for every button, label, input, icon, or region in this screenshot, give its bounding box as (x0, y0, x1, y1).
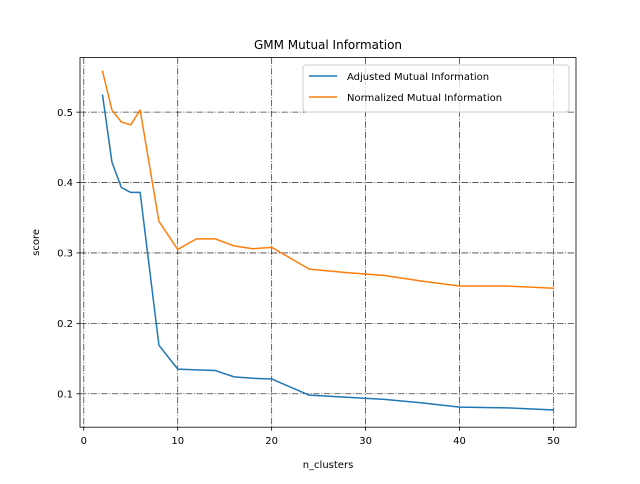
x-axis-ticks: 0 10 20 30 40 50 (81, 427, 560, 447)
legend: Adjusted Mutual Information Normalized M… (302, 64, 570, 113)
x-tick-label: 20 (265, 436, 278, 447)
y-tick-label: 0.4 (57, 178, 73, 189)
chart-title: GMM Mutual Information (254, 38, 402, 52)
series-line-adjusted-mutual-information (101, 94, 555, 411)
legend-label-adjusted: Adjusted Mutual Information (347, 72, 489, 83)
plot-area (80, 57, 576, 428)
y-tick-label: 0.5 (57, 108, 73, 119)
x-tick-label: 10 (171, 436, 184, 447)
y-tick-label: 0.1 (57, 389, 73, 400)
y-tick-label: 0.2 (57, 319, 73, 330)
y-axis-ticks: 0.1 0.2 0.3 0.4 0.5 (57, 108, 80, 400)
series-layer (101, 70, 555, 411)
series-line-normalized-mutual-information (101, 70, 555, 289)
x-axis-label: n_clusters (303, 460, 354, 471)
legend-box (302, 64, 570, 113)
legend-label-normalized: Normalized Mutual Information (347, 93, 502, 104)
y-axis-label: score (31, 229, 42, 256)
y-tick-label: 0.3 (57, 249, 73, 260)
plot-frame (79, 57, 577, 428)
x-tick-label: 50 (547, 436, 560, 447)
x-tick-label: 0 (81, 436, 87, 447)
x-tick-label: 30 (359, 436, 372, 447)
x-tick-label: 40 (453, 436, 466, 447)
